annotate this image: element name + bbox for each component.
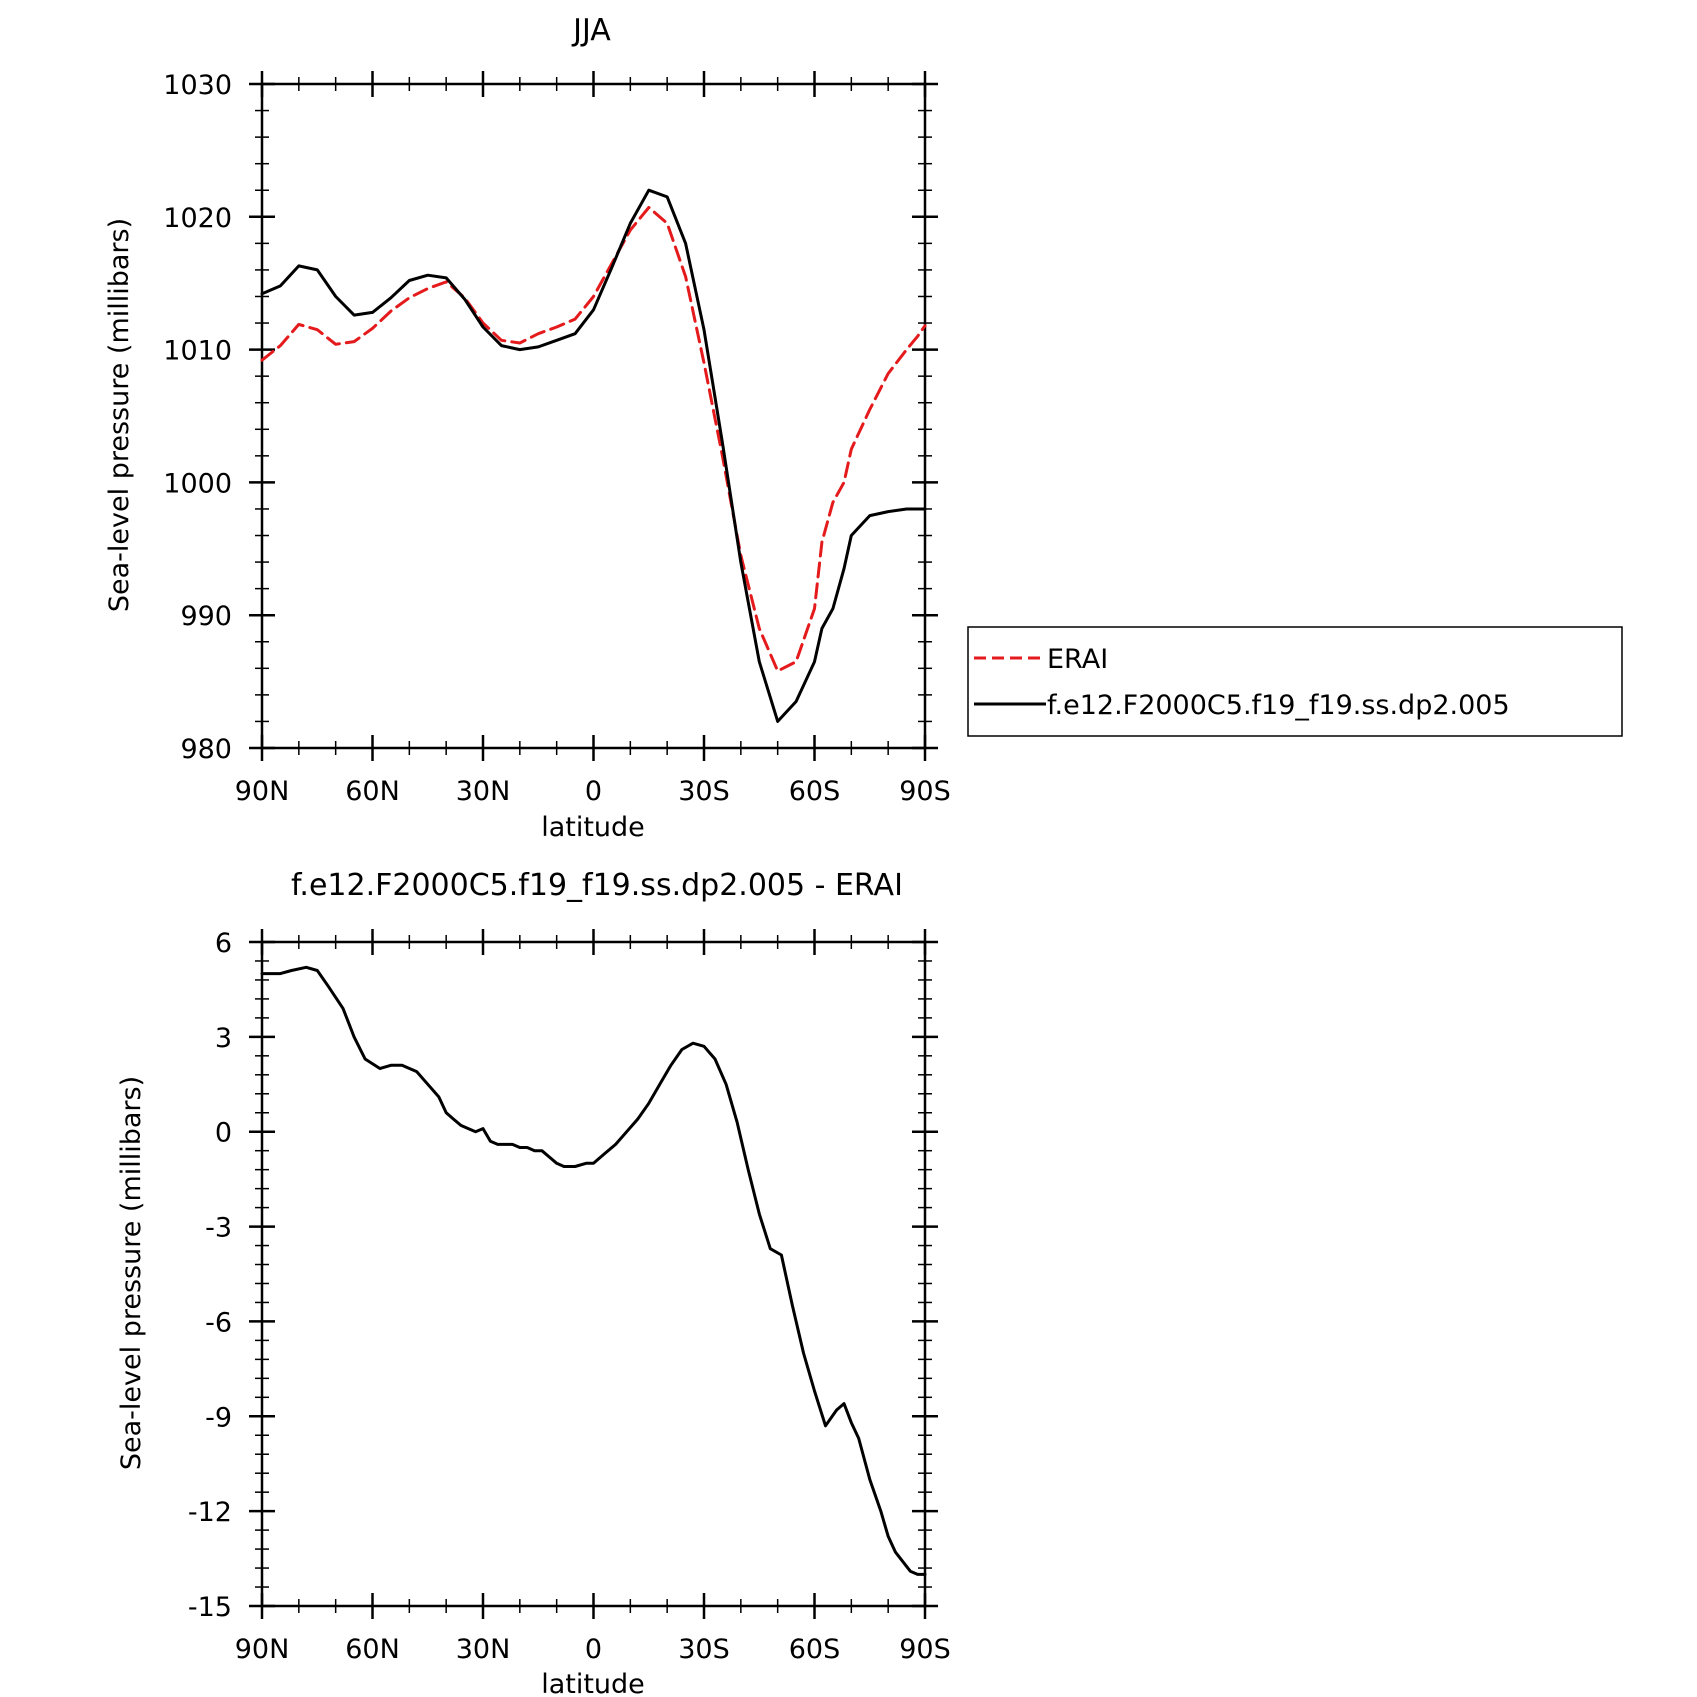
x-tick-label: 90S [899,776,951,807]
top-x-tick-labels: 90N 60N 30N 0 30S 60S 90S [235,776,951,807]
y-tick-label: 1000 [163,468,232,499]
x-tick-label: 90N [235,1634,290,1665]
x-tick-label: 60N [345,776,400,807]
y-tick-label: 6 [215,928,232,959]
bottom-panel: f.e12.F2000C5.f19_f19.ss.dp2.005 - ERAI … [116,868,951,1697]
top-plot-frame [260,82,927,750]
top-series-group [260,188,927,723]
y-tick-label: -3 [205,1213,232,1244]
y-tick-label: 1030 [163,70,232,101]
x-tick-label: 30S [678,1634,730,1665]
bottom-x-axis-title: latitude [541,1669,645,1697]
y-tick-label: -9 [205,1402,232,1433]
bottom-series-group [260,965,927,1576]
x-tick-label: 0 [585,776,602,807]
legend-box [967,626,1623,737]
y-tick-label: 1020 [163,203,232,234]
series-line-erai [260,206,927,673]
top-panel: JJA 980 990 1000 1010 1020 1030 90N 60N 30N 0 30S… [104,13,1623,843]
y-tick-label: -6 [205,1307,232,1338]
bottom-y-ticks [249,940,938,1608]
top-plot-border [260,82,927,750]
y-tick-label: 1010 [163,336,232,367]
legend-label-model: f.e12.F2000C5.f19_f19.ss.dp2.005 [1047,690,1510,721]
bottom-chart-title: f.e12.F2000C5.f19_f19.ss.dp2.005 - ERAI [291,868,903,903]
bottom-plot-border [260,940,927,1608]
series-line-model [260,188,927,723]
legend-label-erai: ERAI [1047,644,1108,675]
bottom-x-ticks [260,929,927,1619]
top-y-tick-labels: 980 990 1000 1010 1020 1030 [163,70,232,765]
y-tick-label: -15 [188,1592,232,1623]
top-x-ticks [260,71,927,761]
y-tick-label: 990 [180,601,232,632]
x-tick-label: 60S [789,776,841,807]
top-y-ticks [249,82,938,750]
x-tick-label: 90N [235,776,290,807]
y-tick-label: 980 [180,734,232,765]
x-tick-label: 0 [585,1634,602,1665]
top-y-axis-title: Sea-level pressure (millibars) [104,218,135,612]
x-tick-label: 30N [456,1634,511,1665]
x-tick-label: 60S [789,1634,841,1665]
top-legend: ERAI f.e12.F2000C5.f19_f19.ss.dp2.005 [967,626,1623,737]
bottom-x-tick-labels: 90N 60N 30N 0 30S 60S 90S [235,1634,951,1665]
bottom-y-axis-title: Sea-level pressure (millibars) [116,1076,147,1470]
y-tick-label: 0 [215,1118,232,1149]
x-tick-label: 60N [345,1634,400,1665]
series-line-difference [260,965,927,1576]
x-tick-label: 30N [456,776,511,807]
x-tick-label: 90S [899,1634,951,1665]
y-tick-label: -12 [188,1497,232,1528]
x-tick-label: 30S [678,776,730,807]
top-x-axis-title: latitude [541,812,645,843]
bottom-y-tick-labels: -15 -12 -9 -6 -3 0 3 6 [188,928,232,1623]
top-chart-title: JJA [571,13,611,48]
y-tick-label: 3 [215,1023,232,1054]
